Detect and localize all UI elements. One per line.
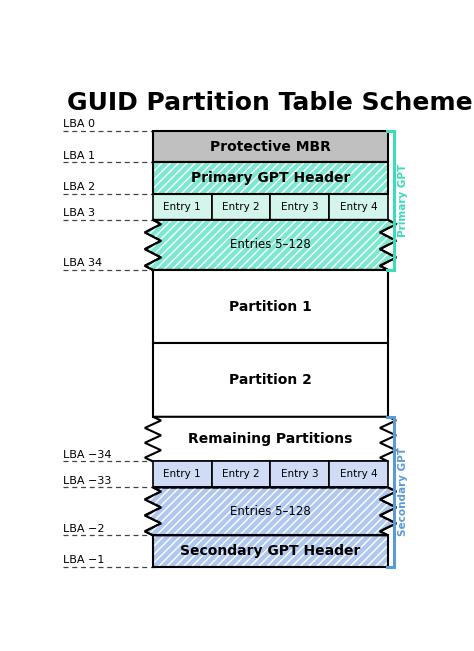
Bar	[153, 535, 388, 567]
Bar	[153, 131, 388, 162]
Text: LBA 2: LBA 2	[63, 182, 95, 192]
Bar	[329, 194, 388, 220]
Text: Protective MBR: Protective MBR	[210, 139, 331, 154]
Text: Primary GPT: Primary GPT	[398, 164, 408, 237]
Text: Secondary GPT: Secondary GPT	[398, 447, 408, 536]
Text: LBA −33: LBA −33	[63, 476, 111, 486]
Text: LBA −34: LBA −34	[63, 450, 111, 460]
Bar	[153, 194, 212, 220]
Text: Secondary GPT Header: Secondary GPT Header	[180, 544, 361, 558]
Text: Entry 3: Entry 3	[281, 469, 319, 479]
Text: Partition 2: Partition 2	[229, 373, 312, 387]
Text: Entry 2: Entry 2	[222, 202, 260, 212]
Text: LBA 3: LBA 3	[63, 208, 95, 219]
Text: Entries 5–128: Entries 5–128	[230, 505, 311, 518]
Bar	[271, 194, 329, 220]
Text: Entry 4: Entry 4	[340, 469, 377, 479]
Text: Entry 1: Entry 1	[164, 202, 201, 212]
Bar	[153, 535, 388, 567]
Bar	[153, 162, 388, 194]
Text: GUID Partition Table Scheme: GUID Partition Table Scheme	[66, 90, 472, 115]
Text: Remaining Partitions: Remaining Partitions	[188, 432, 353, 446]
Text: Partition 1: Partition 1	[229, 299, 312, 314]
Bar	[153, 162, 388, 194]
Bar	[153, 462, 212, 488]
Text: LBA −2: LBA −2	[63, 524, 104, 534]
Polygon shape	[145, 220, 396, 270]
Text: LBA −1: LBA −1	[63, 555, 104, 565]
Bar	[153, 270, 388, 343]
Polygon shape	[145, 488, 396, 535]
Text: Entries 5–128: Entries 5–128	[230, 238, 311, 251]
Bar	[212, 194, 271, 220]
Text: Entry 3: Entry 3	[281, 202, 319, 212]
Bar	[329, 462, 388, 488]
Text: Entry 1: Entry 1	[164, 469, 201, 479]
Bar	[153, 535, 388, 567]
Bar	[153, 162, 388, 194]
Bar	[271, 462, 329, 488]
Text: Primary GPT Header: Primary GPT Header	[191, 171, 350, 185]
Text: Entry 2: Entry 2	[222, 469, 260, 479]
Bar	[153, 343, 388, 417]
Text: LBA 34: LBA 34	[63, 258, 102, 268]
Bar	[212, 462, 271, 488]
Polygon shape	[145, 417, 396, 462]
Text: LBA 0: LBA 0	[63, 119, 95, 130]
Text: LBA 1: LBA 1	[63, 151, 95, 161]
Text: Entry 4: Entry 4	[340, 202, 377, 212]
